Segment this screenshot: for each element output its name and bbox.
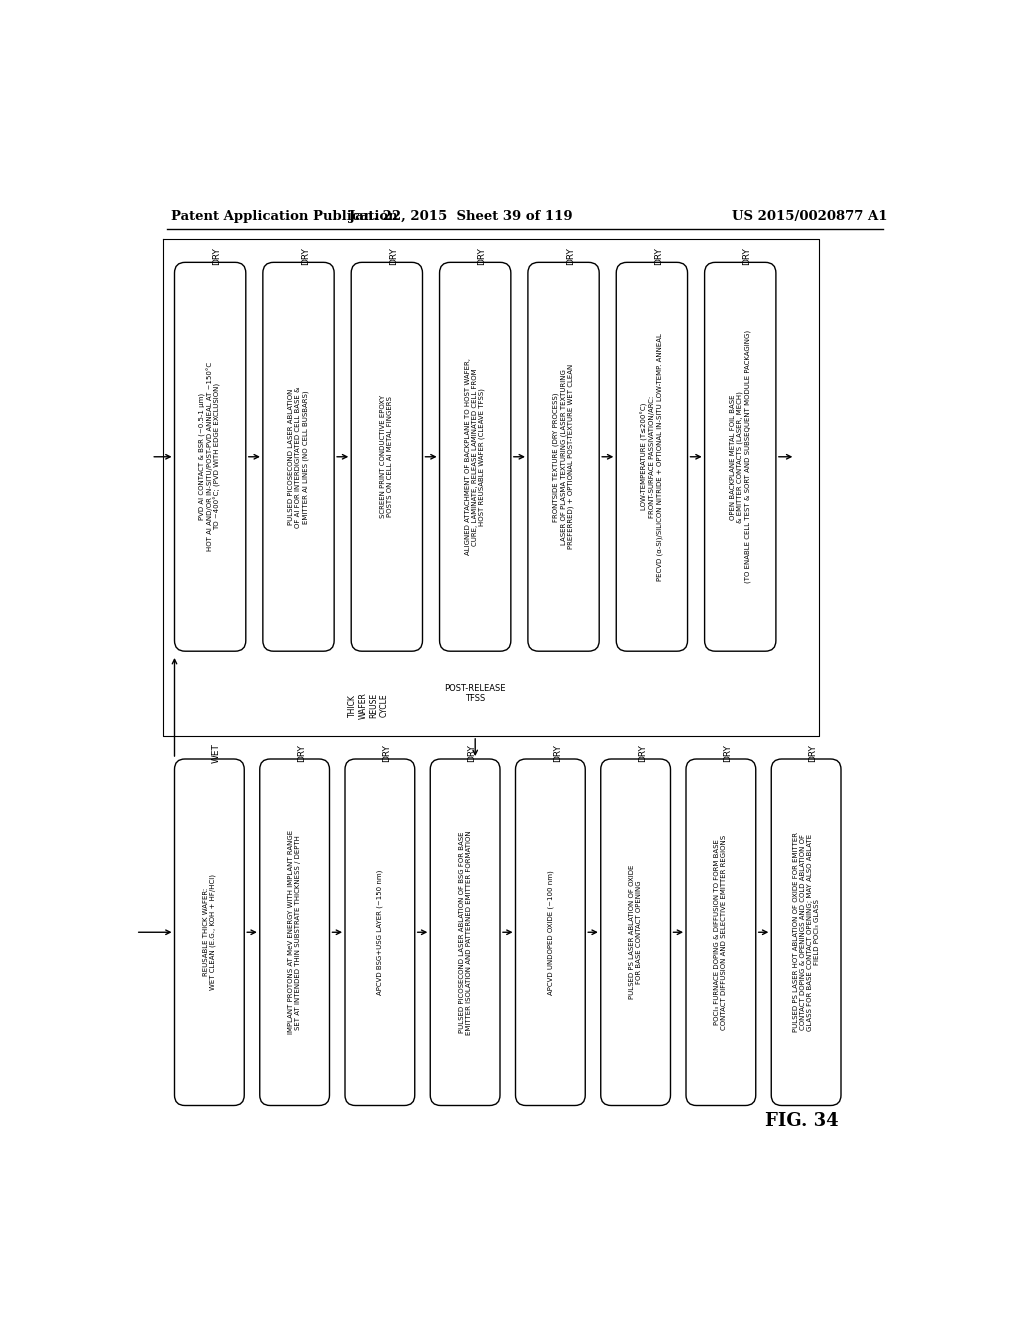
Text: SCREEN PRINT CONDUCTIVE EPOXY
POSTS ON CELL Al METAL FINGERS: SCREEN PRINT CONDUCTIVE EPOXY POSTS ON C…: [380, 395, 393, 519]
Text: DRY: DRY: [467, 744, 476, 762]
FancyBboxPatch shape: [260, 759, 330, 1106]
Text: DRY: DRY: [389, 247, 398, 265]
FancyBboxPatch shape: [174, 759, 245, 1106]
Text: POST-RELEASE
TFSS: POST-RELEASE TFSS: [444, 684, 506, 704]
Text: ALIGNED ATTACHMENT OF BACKPLANE TO HOST WAFER,
CURE, LAMINATE, RELEASE LAMINATED: ALIGNED ATTACHMENT OF BACKPLANE TO HOST …: [465, 358, 485, 556]
FancyBboxPatch shape: [263, 263, 334, 651]
Text: PVD Al CONTACT & BSR (~0.5-1 μm)
HOT Al AND/OR IN-SITU/POST-PVD ANNEAL AT ~150°C: PVD Al CONTACT & BSR (~0.5-1 μm) HOT Al …: [199, 362, 221, 552]
Text: DRY: DRY: [382, 744, 391, 762]
Text: WET: WET: [212, 743, 221, 763]
FancyBboxPatch shape: [345, 759, 415, 1106]
Text: LOW-TEMPERATURE (T≤200°C)
FRONT-SURFACE PASSIVATION/ARC:
PECVD (α-Si)/SILICON NI: LOW-TEMPERATURE (T≤200°C) FRONT-SURFACE …: [641, 333, 663, 581]
FancyBboxPatch shape: [616, 263, 687, 651]
FancyBboxPatch shape: [515, 759, 586, 1106]
Text: Jan. 22, 2015  Sheet 39 of 119: Jan. 22, 2015 Sheet 39 of 119: [349, 210, 573, 223]
FancyBboxPatch shape: [528, 263, 599, 651]
Text: DRY: DRY: [297, 744, 306, 762]
Text: PULSED PICOSECOND LASER ABLATION OF BSG FOR BASE
EMITTER ISOLATION AND PATTERNED: PULSED PICOSECOND LASER ABLATION OF BSG …: [459, 830, 472, 1035]
Text: PULSED PICOSECOND LASER ABLATION
OF Al FOR INTERDIGITATED CELL BASE &
EMITTER Al: PULSED PICOSECOND LASER ABLATION OF Al F…: [288, 385, 309, 528]
FancyBboxPatch shape: [686, 759, 756, 1106]
Text: REUSABLE THICK WAFER:
WET CLEAN (E.G., KOH + HF/HCl): REUSABLE THICK WAFER: WET CLEAN (E.G., K…: [203, 874, 216, 990]
FancyBboxPatch shape: [771, 759, 841, 1106]
Text: DRY: DRY: [654, 247, 664, 265]
Text: FRONTSIDE TEXTURE (DRY PROCESS)
LASER OF PLASMA TEXTURING (LASER TEXTURING
PREFE: FRONTSIDE TEXTURE (DRY PROCESS) LASER OF…: [553, 364, 574, 549]
Text: DRY: DRY: [477, 247, 486, 265]
Text: APCVD UNDOPED OXIDE (~100 nm): APCVD UNDOPED OXIDE (~100 nm): [547, 870, 554, 995]
Text: PULSED PS LASER ABLATION OF OXIDE
FOR BASE CONTACT OPENING: PULSED PS LASER ABLATION OF OXIDE FOR BA…: [629, 865, 642, 999]
Text: IMPLANT PROTONS AT MeV ENERGY WITH IMPLANT RANGE
SET AT INTENDED THIN SUBSTRATE : IMPLANT PROTONS AT MeV ENERGY WITH IMPLA…: [288, 830, 301, 1035]
Text: DRY: DRY: [553, 744, 562, 762]
FancyBboxPatch shape: [439, 263, 511, 651]
FancyBboxPatch shape: [430, 759, 500, 1106]
Text: DRY: DRY: [809, 744, 817, 762]
Text: Patent Application Publication: Patent Application Publication: [171, 210, 397, 223]
Text: PULSED PS LASER HOT ABLATION OF OXIDE FOR EMITTER
CONTACT DOPING & OPENINGS AND : PULSED PS LASER HOT ABLATION OF OXIDE FO…: [793, 832, 819, 1032]
Text: DRY: DRY: [566, 247, 574, 265]
Text: APCVD BSG+USG LAYER (~150 nm): APCVD BSG+USG LAYER (~150 nm): [377, 870, 383, 995]
Text: DRY: DRY: [723, 744, 732, 762]
Text: THICK
WAFER
REUSE
CYCLE: THICK WAFER REUSE CYCLE: [348, 692, 388, 718]
Text: DRY: DRY: [212, 247, 221, 265]
Text: DRY: DRY: [301, 247, 310, 265]
Text: DRY: DRY: [742, 247, 752, 265]
Text: US 2015/0020877 A1: US 2015/0020877 A1: [732, 210, 888, 223]
FancyBboxPatch shape: [601, 759, 671, 1106]
FancyBboxPatch shape: [174, 263, 246, 651]
Text: DRY: DRY: [638, 744, 647, 762]
Text: OPEN BACKPLANE METAL FOIL BASE
& EMITTER CONTACTS (LASER, MECH)
(TO ENABLE CELL : OPEN BACKPLANE METAL FOIL BASE & EMITTER…: [730, 330, 751, 583]
FancyBboxPatch shape: [351, 263, 423, 651]
FancyBboxPatch shape: [705, 263, 776, 651]
Text: POCl₃ FURNACE DOPING & DIFFUSION TO FORM BASE
CONTACT DIFFUSION AND SELECTIVE EM: POCl₃ FURNACE DOPING & DIFFUSION TO FORM…: [715, 834, 727, 1030]
Text: FIG. 34: FIG. 34: [765, 1111, 839, 1130]
